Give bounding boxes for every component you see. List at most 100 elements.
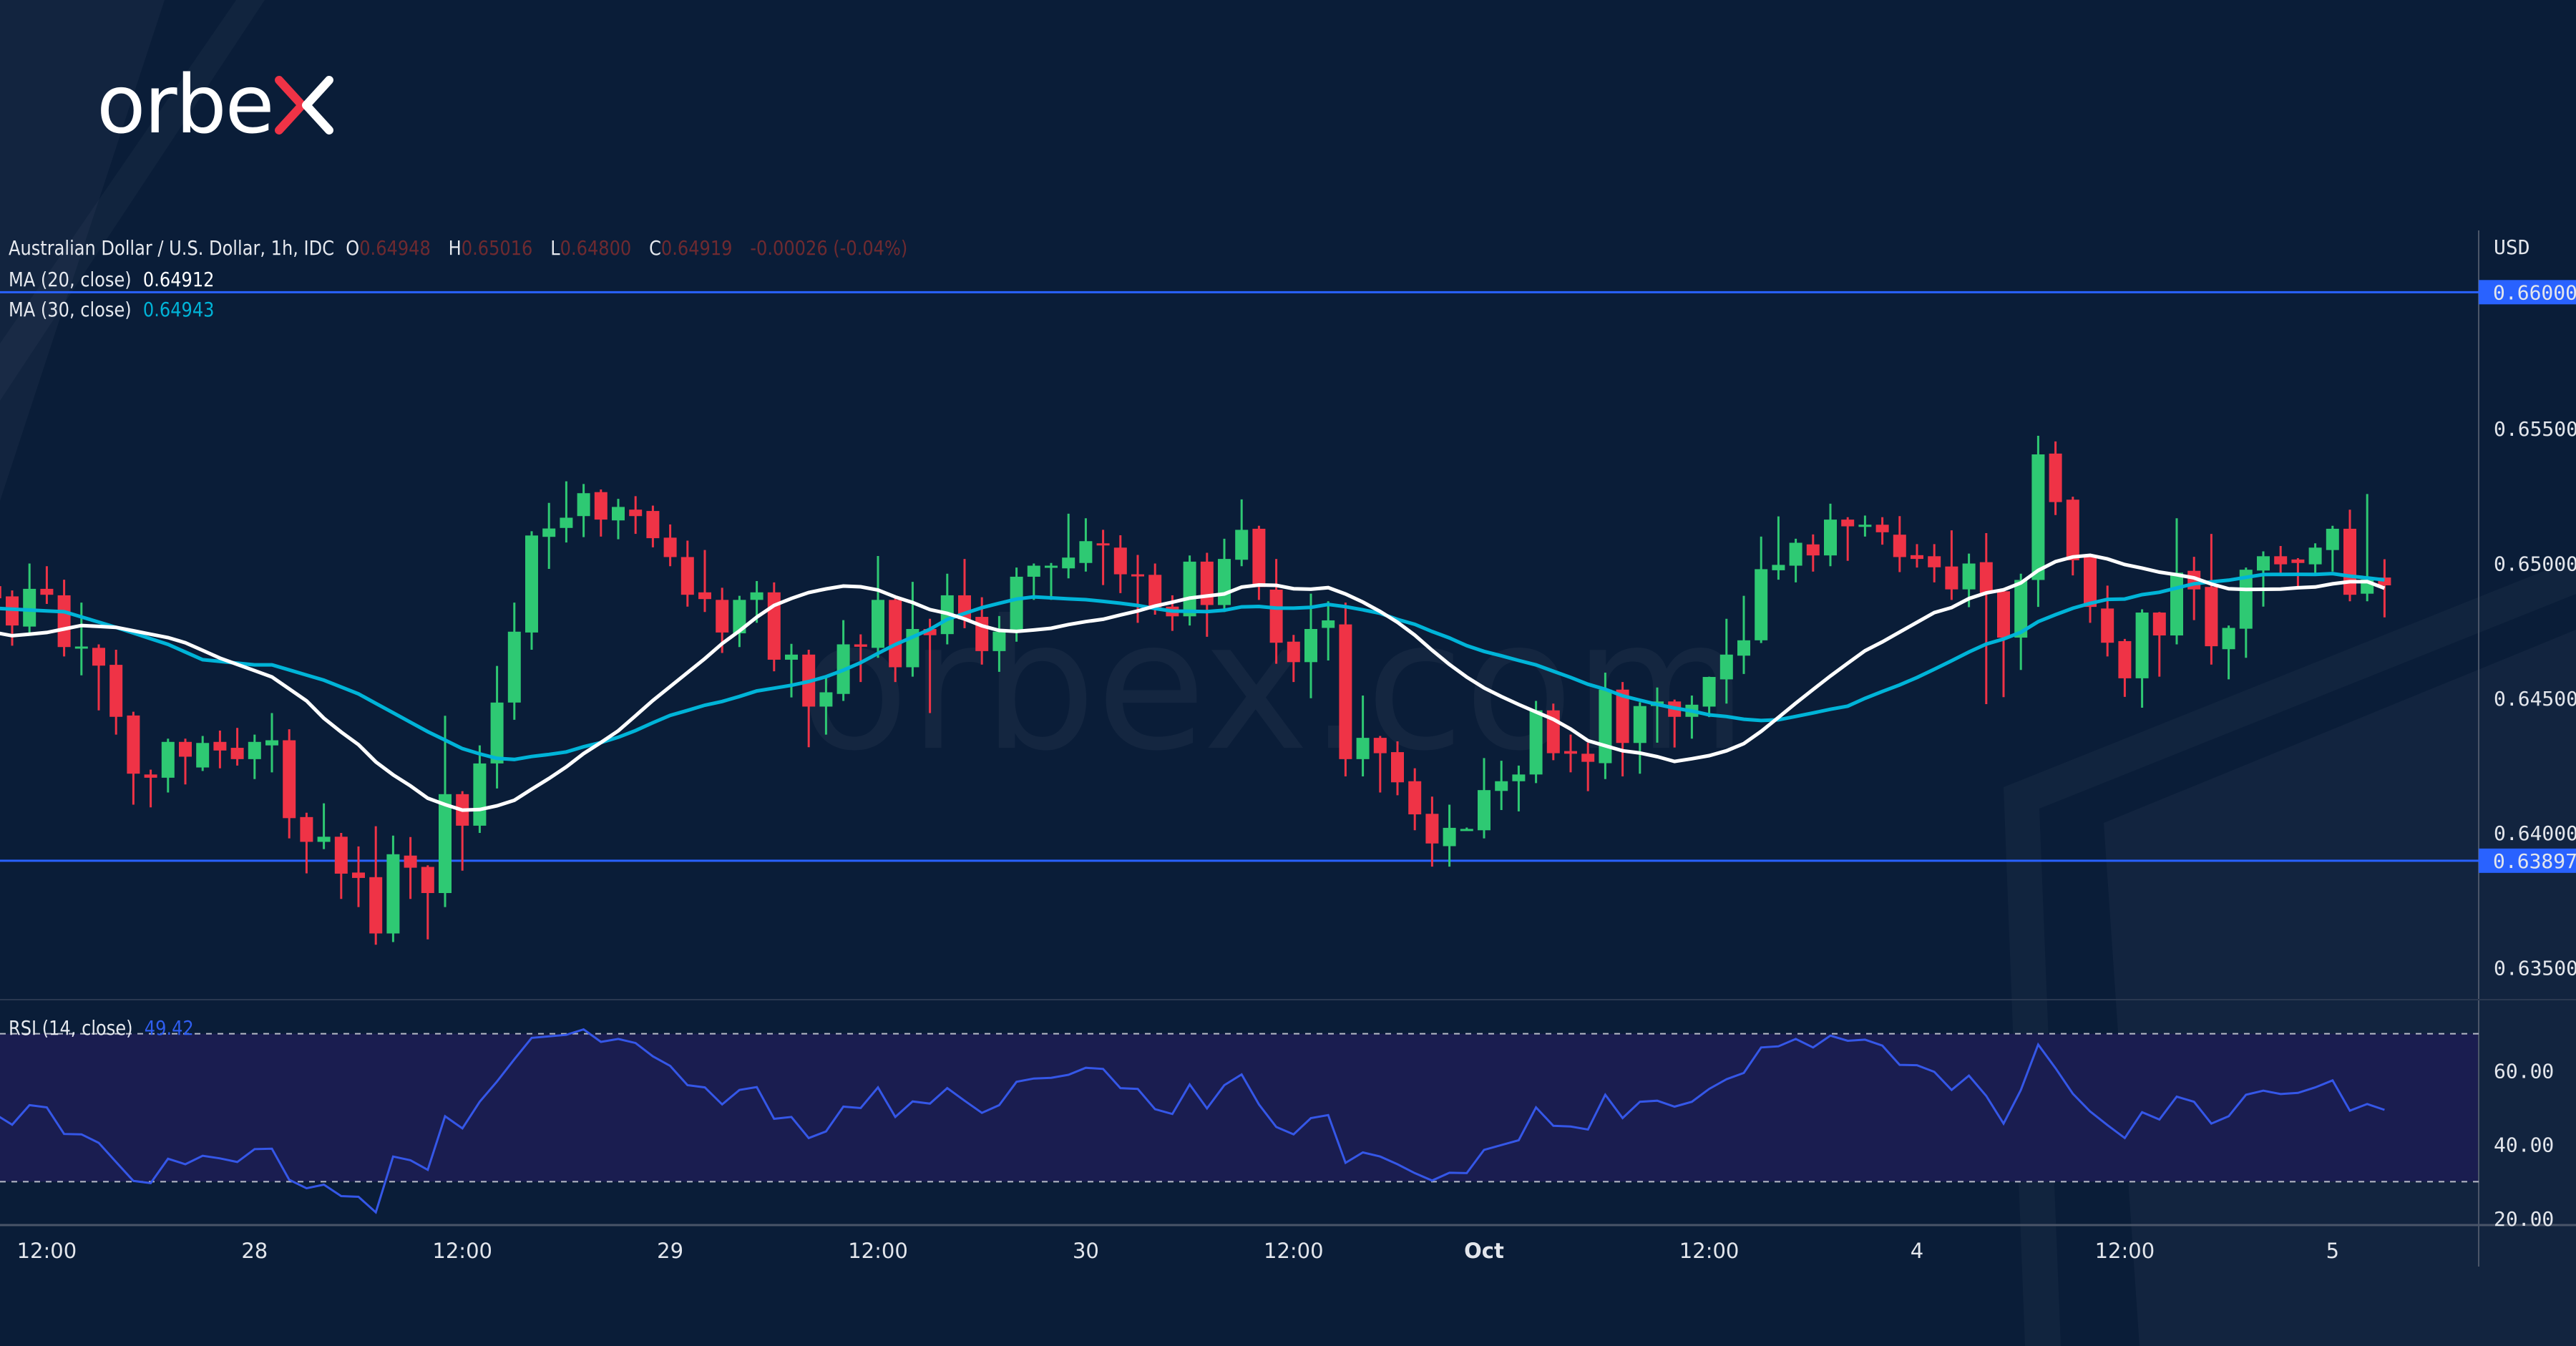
- candle[interactable]: [923, 618, 937, 713]
- candle[interactable]: [1911, 544, 1923, 568]
- candle[interactable]: [1443, 804, 1456, 867]
- candle[interactable]: [2084, 555, 2097, 623]
- candle[interactable]: [2066, 497, 2079, 576]
- candle[interactable]: [1287, 635, 1300, 683]
- candle[interactable]: [2014, 573, 2028, 670]
- candle[interactable]: [179, 738, 192, 785]
- candle[interactable]: [1512, 765, 1526, 811]
- candle[interactable]: [369, 826, 383, 945]
- legend-ma20[interactable]: MA (20, close) 0.64912: [9, 268, 220, 291]
- symbol-title[interactable]: Australian Dollar / U.S. Dollar, 1h, IDC: [9, 236, 335, 260]
- candle[interactable]: [2291, 557, 2305, 587]
- candle[interactable]: [629, 496, 643, 535]
- candle[interactable]: [421, 865, 434, 940]
- candle[interactable]: [1789, 538, 1802, 582]
- candle[interactable]: [1737, 595, 1750, 674]
- candle[interactable]: [1269, 559, 1283, 664]
- candle[interactable]: [819, 676, 833, 735]
- candle[interactable]: [1339, 603, 1352, 776]
- candle[interactable]: [1875, 517, 1889, 545]
- candle[interactable]: [560, 481, 573, 543]
- candle[interactable]: [594, 489, 608, 537]
- candle[interactable]: [1755, 536, 1768, 643]
- candle[interactable]: [1010, 567, 1023, 642]
- candle[interactable]: [2135, 609, 2149, 708]
- candle[interactable]: [1581, 742, 1595, 791]
- candle[interactable]: [2205, 534, 2218, 665]
- candle[interactable]: [1564, 734, 1577, 773]
- candle[interactable]: [1806, 534, 1820, 572]
- rsi-axis[interactable]: 60.00 40.00 20.00: [2494, 1059, 2554, 1231]
- candle[interactable]: [456, 791, 469, 871]
- candle[interactable]: [1113, 535, 1127, 593]
- candle[interactable]: [1546, 703, 1560, 761]
- candle[interactable]: [1979, 532, 1993, 705]
- candle[interactable]: [698, 550, 711, 613]
- candle[interactable]: [74, 603, 88, 676]
- candle[interactable]: [230, 728, 244, 766]
- candle[interactable]: [2152, 612, 2166, 677]
- candle[interactable]: [1824, 503, 1837, 567]
- candle[interactable]: [1373, 736, 1387, 793]
- candle[interactable]: [1945, 530, 1958, 600]
- candle[interactable]: [144, 769, 157, 808]
- candle[interactable]: [663, 524, 677, 567]
- candle[interactable]: [1893, 516, 1906, 572]
- candle[interactable]: [1252, 525, 1266, 600]
- candle[interactable]: [439, 716, 452, 907]
- candle[interactable]: [265, 713, 278, 773]
- candle[interactable]: [612, 499, 625, 540]
- candle[interactable]: [300, 812, 313, 874]
- candle[interactable]: [196, 736, 210, 771]
- candle[interactable]: [1408, 768, 1422, 831]
- candle[interactable]: [889, 595, 902, 683]
- candle[interactable]: [1772, 516, 1785, 580]
- candle[interactable]: [1183, 555, 1196, 626]
- candle[interactable]: [646, 505, 660, 547]
- candle[interactable]: [1425, 796, 1439, 867]
- candle[interactable]: [2031, 436, 2045, 608]
- candle[interactable]: [1633, 702, 1646, 774]
- candle[interactable]: [0, 581, 1, 601]
- candle[interactable]: [23, 563, 36, 635]
- candle[interactable]: [872, 555, 884, 658]
- candle[interactable]: [2378, 559, 2391, 618]
- candle[interactable]: [1841, 517, 1855, 561]
- candle[interactable]: [1045, 562, 1058, 600]
- candle[interactable]: [2239, 567, 2253, 658]
- candle[interactable]: [1391, 741, 1404, 796]
- candle[interactable]: [92, 644, 105, 711]
- candle[interactable]: [386, 835, 400, 942]
- candle[interactable]: [2308, 543, 2322, 576]
- candle[interactable]: [161, 738, 175, 793]
- candle[interactable]: [404, 837, 417, 899]
- candle[interactable]: [1702, 676, 1716, 718]
- candle[interactable]: [2257, 551, 2270, 607]
- candle[interactable]: [57, 580, 71, 657]
- legend-rsi[interactable]: RSI (14, close) 49.42: [9, 1016, 200, 1040]
- candle[interactable]: [525, 531, 538, 650]
- candle[interactable]: [2222, 625, 2235, 680]
- candle[interactable]: [2326, 525, 2339, 572]
- candle[interactable]: [1719, 618, 1733, 704]
- candle[interactable]: [1928, 544, 1941, 582]
- candle[interactable]: [1079, 518, 1093, 572]
- time-axis[interactable]: 12:00 28 12:00 29 12:00 30 12:00 Oct 12:00 4 12:00…: [17, 1239, 2339, 1263]
- candle[interactable]: [1460, 827, 1473, 832]
- candle[interactable]: [542, 502, 556, 570]
- candle[interactable]: [577, 484, 590, 537]
- candle[interactable]: [680, 540, 694, 607]
- candle[interactable]: [213, 730, 227, 769]
- legend-ma30[interactable]: MA (30, close) 0.64943: [9, 298, 220, 321]
- candle[interactable]: [1616, 682, 1629, 776]
- candle[interactable]: [1322, 601, 1335, 661]
- candle[interactable]: [854, 634, 867, 683]
- candle[interactable]: [1997, 590, 2010, 698]
- candle[interactable]: [1304, 593, 1317, 698]
- candle[interactable]: [2274, 546, 2288, 576]
- price-axis[interactable]: USD 0.65500 0.65000 0.64500 0.64000 0.63500 0.…: [2479, 235, 2576, 980]
- candle[interactable]: [1529, 701, 1543, 784]
- candle[interactable]: [1062, 513, 1075, 579]
- candle[interactable]: [109, 649, 123, 735]
- candle[interactable]: [1235, 499, 1249, 567]
